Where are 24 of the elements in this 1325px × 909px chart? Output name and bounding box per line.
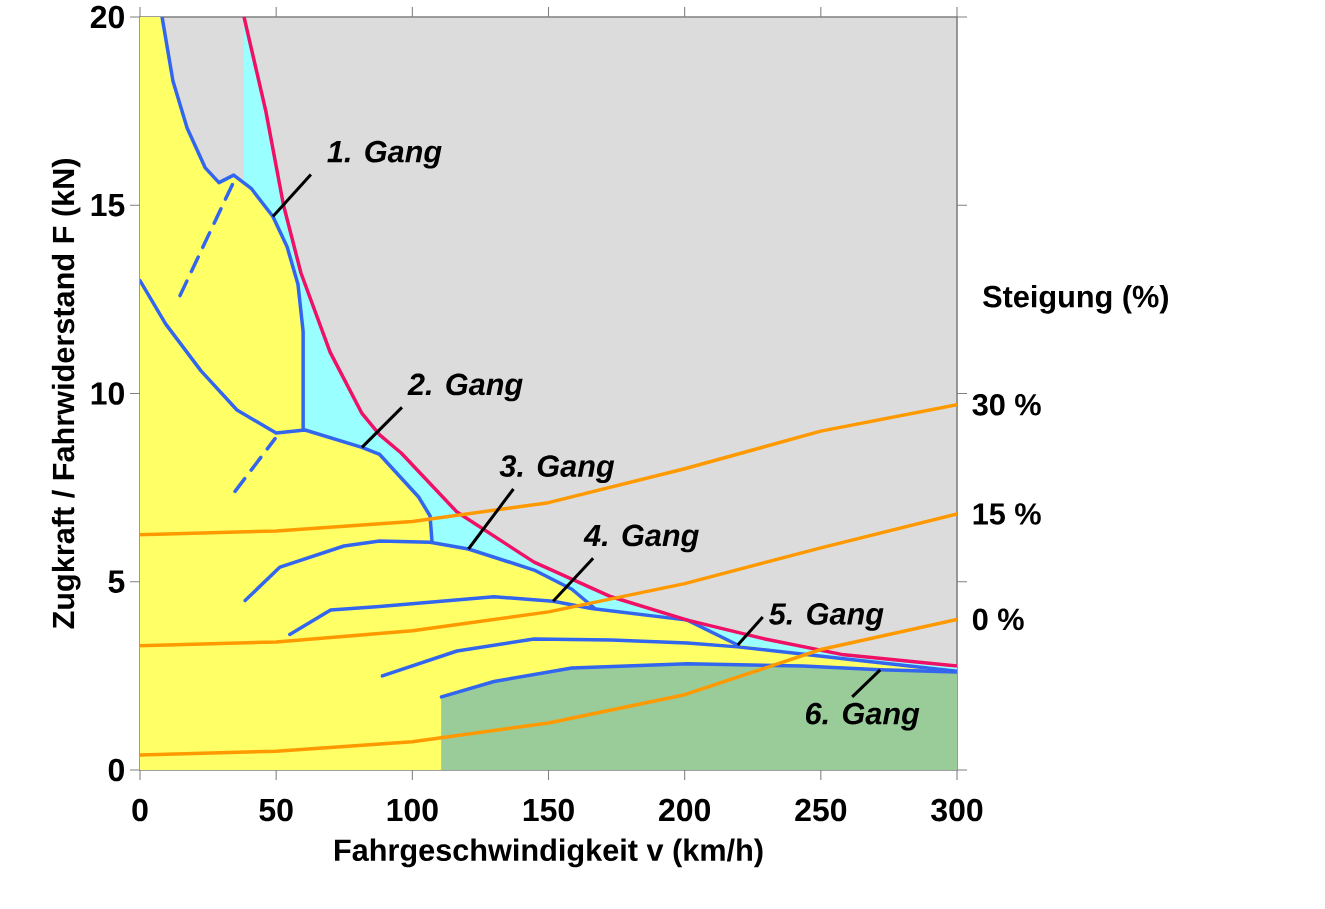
y-tick-label: 20	[90, 5, 124, 29]
x-tick-label: 0	[132, 798, 148, 822]
x-tick-label: 50	[259, 798, 293, 822]
annotation: 4. Gang	[583, 524, 699, 553]
y-tick-label: 10	[91, 382, 124, 405]
annotation: 6. Gang	[805, 702, 920, 731]
annotation: 5. Gang	[769, 603, 884, 631]
y-axis-title: Zugkraft / Fahrwiderstand F (kN)	[51, 159, 81, 629]
series-label: 30 %	[972, 393, 1041, 416]
legend-title: Steigung (%)	[983, 284, 1168, 314]
annotation: 2. Gang	[407, 373, 523, 402]
y-tick-label: 0	[108, 758, 124, 782]
x-tick-label: 300	[931, 798, 983, 822]
x-tick-label: 200	[659, 798, 711, 822]
annotation: 3. Gang	[499, 455, 615, 484]
x-tick-label: 250	[795, 798, 847, 822]
x-tick-label: 100	[387, 798, 438, 822]
series-label: 0 %	[972, 608, 1024, 631]
y-tick-label: 15	[91, 194, 125, 217]
x-axis-title: Fahrgeschwindigkeit v (km/h)	[335, 838, 763, 868]
y-tick-label: 5	[108, 570, 125, 593]
annotation: 1. Gang	[327, 140, 442, 169]
series-label: 15 %	[973, 503, 1041, 525]
x-tick-label: 150	[523, 798, 574, 822]
